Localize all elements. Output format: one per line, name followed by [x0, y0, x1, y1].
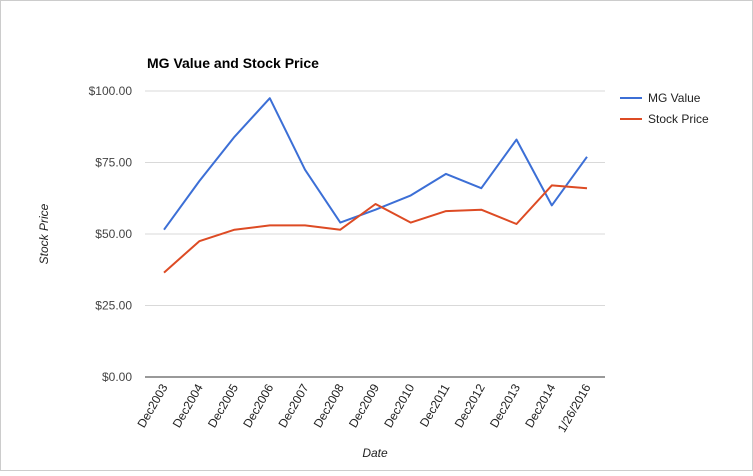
y-tick-label: $0.00 — [102, 370, 132, 384]
series-line — [163, 97, 588, 231]
series-line — [163, 184, 588, 274]
series-lines — [163, 97, 588, 274]
y-axis-title: Stock Price — [37, 203, 51, 264]
y-axis-ticks: $0.00 $25.00 $50.00 $75.00 $100.00 — [89, 84, 133, 384]
legend-entry: Stock Price — [620, 112, 709, 126]
legend-label: Stock Price — [648, 112, 709, 126]
legend-entry: MG Value — [620, 91, 701, 105]
y-tick-label: $25.00 — [95, 299, 132, 313]
y-tick-label: $50.00 — [95, 227, 132, 241]
legend-label: MG Value — [648, 91, 701, 105]
y-tick-label: $100.00 — [89, 84, 133, 98]
x-axis-title: Date — [362, 446, 388, 460]
legend: MG Value Stock Price — [620, 91, 709, 126]
chart-title: MG Value and Stock Price — [147, 55, 319, 71]
y-tick-label: $75.00 — [95, 156, 132, 170]
